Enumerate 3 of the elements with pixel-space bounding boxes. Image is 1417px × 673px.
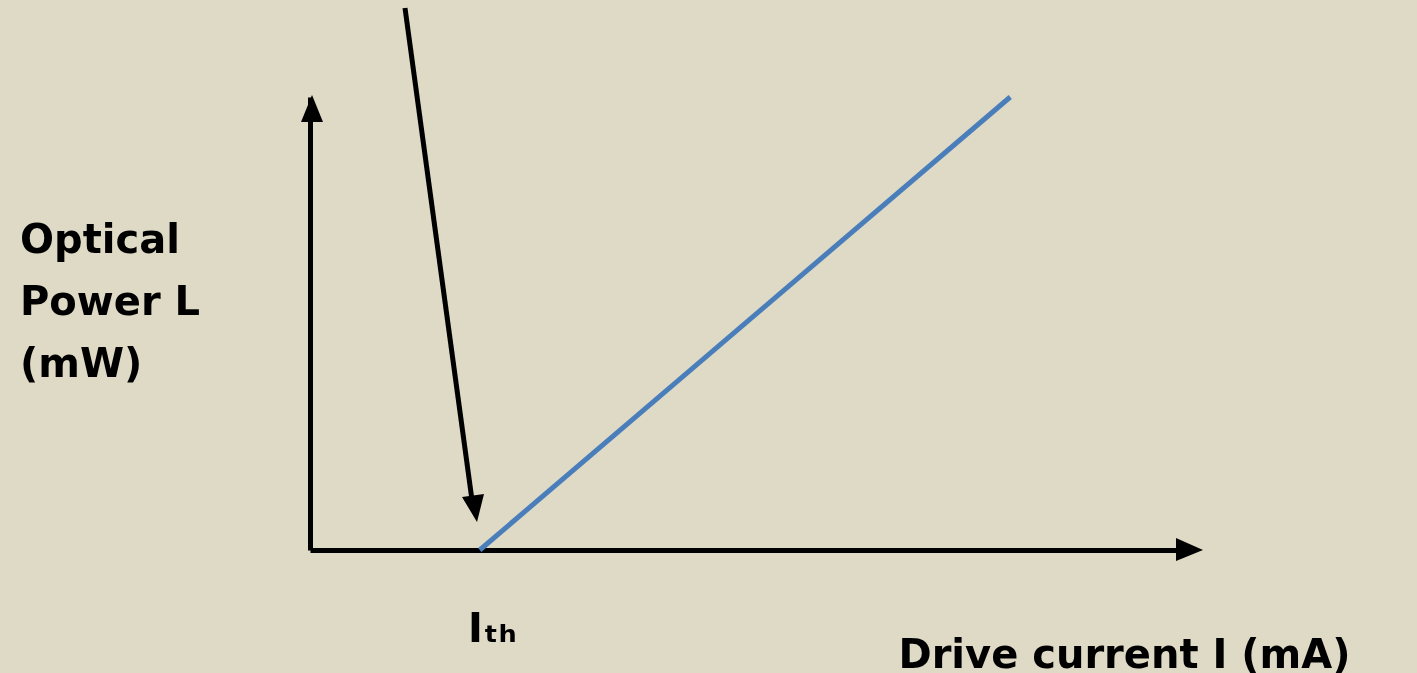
- text: Iₜₕ: [468, 605, 517, 651]
- x-axis-title: Drive current I (mA): [898, 630, 1351, 673]
- y-axis-title: Optical Power L (mW): [20, 215, 202, 388]
